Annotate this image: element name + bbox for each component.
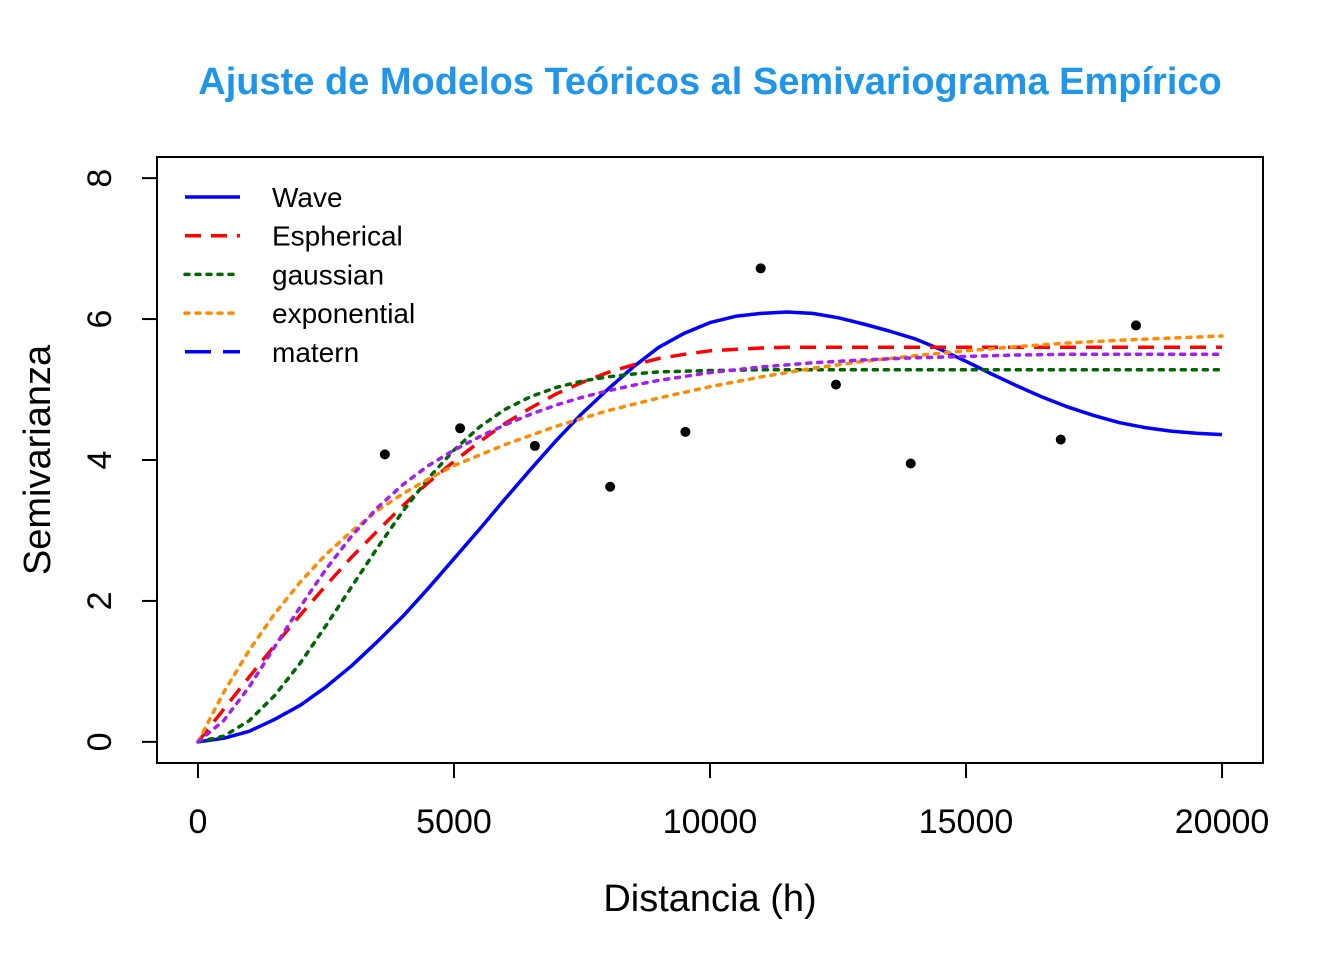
- x-axis-title: Distancia (h): [603, 878, 816, 920]
- legend-label: gaussian: [272, 259, 384, 290]
- x-tick-label: 15000: [919, 803, 1014, 841]
- y-tick-label: 6: [81, 310, 119, 329]
- series-line-wave: [197, 310, 1223, 744]
- points-layer: [379, 263, 1142, 492]
- empirical-point: [379, 449, 390, 460]
- x-axis: 0 5000 10000 15000 20000: [189, 762, 1270, 841]
- empirical-point: [905, 458, 916, 469]
- legend-label: matern: [272, 337, 359, 368]
- x-tick-label: 20000: [1175, 803, 1270, 841]
- legend-label: Wave: [272, 182, 343, 213]
- empirical-point: [529, 440, 540, 451]
- x-tick-label: 10000: [663, 803, 758, 841]
- y-axis-title: Semivarianza: [17, 344, 59, 575]
- empirical-point: [1055, 434, 1066, 445]
- empirical-point: [755, 263, 766, 274]
- y-axis: 0 2 4 6 8: [81, 169, 158, 751]
- empirical-point: [605, 481, 616, 492]
- empirical-point: [830, 379, 841, 390]
- x-tick-label: 0: [189, 803, 208, 841]
- series-layer: [196, 310, 1224, 744]
- empirical-point: [455, 423, 466, 434]
- series-line-gaussian: [196, 368, 1224, 744]
- empirical-point: [680, 426, 691, 437]
- legend-label: Espherical: [272, 221, 403, 252]
- y-tick-label: 2: [81, 591, 119, 610]
- series-line-exponential: [196, 334, 1224, 744]
- y-tick-label: 8: [81, 169, 119, 188]
- empirical-point: [1131, 320, 1142, 331]
- y-tick-label: 4: [81, 451, 119, 470]
- chart-title: Ajuste de Modelos Teóricos al Semivariog…: [198, 61, 1222, 103]
- series-line-unlabeled-5: [196, 352, 1224, 744]
- series-line-espherical: [196, 345, 1222, 743]
- legend-label: exponential: [272, 298, 415, 329]
- y-tick-label: 0: [81, 732, 119, 751]
- x-tick-label: 5000: [416, 803, 492, 841]
- legend: Wave Espherical gaussian exponential matern: [183, 182, 415, 368]
